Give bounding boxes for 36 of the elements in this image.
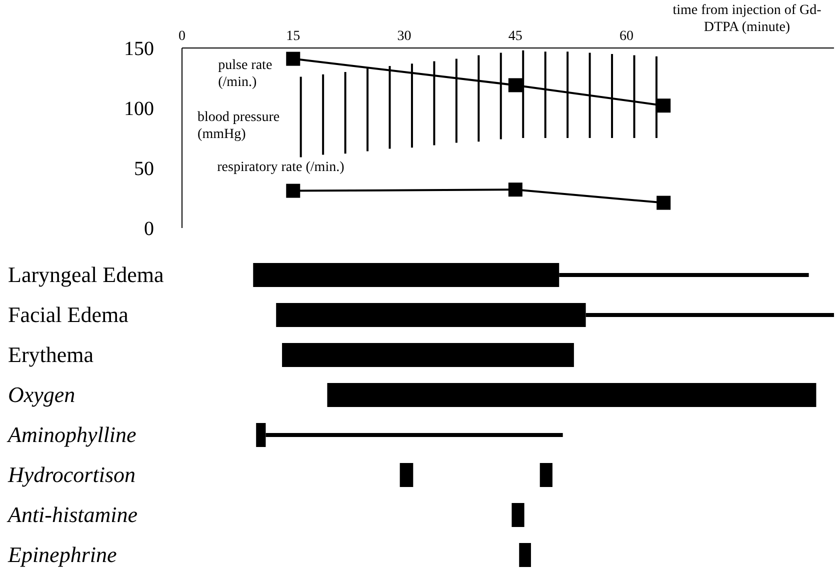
y-tick-label: Erythema [8, 342, 94, 367]
y-tick-label: Oxygen [8, 382, 76, 407]
y-tick-label: Laryngeal Edema [8, 262, 164, 287]
point [656, 196, 671, 210]
x-tick-label: 15 [286, 29, 300, 44]
series-label: blood pressure (mmHg) [198, 109, 281, 143]
x-tick-label: 30 [397, 29, 412, 44]
y-tick-label: 100 [124, 98, 154, 120]
point [508, 182, 522, 197]
x-tick-label: 45 [508, 29, 522, 44]
x-tick-label: 0 [178, 29, 186, 44]
x-tick-label: 60 [620, 29, 634, 44]
bar [327, 383, 816, 407]
bar [512, 503, 524, 527]
y-tick-label: 150 [124, 38, 154, 60]
point [286, 184, 300, 198]
y-tick-label: Aminophylline [6, 422, 137, 447]
bar [300, 76, 302, 158]
bar [519, 543, 531, 567]
bar [540, 463, 552, 487]
y-tick-label: Anti-histamine [6, 502, 138, 527]
y-tick-label: 50 [134, 158, 154, 180]
y-tick-label: Hydrocortison [7, 462, 136, 487]
bar [322, 74, 324, 155]
point [286, 52, 300, 66]
y-tick-label: 0 [144, 218, 154, 240]
y-tick-label: Epinephrine [7, 542, 117, 567]
bar [344, 72, 346, 154]
point [656, 98, 671, 113]
bar [400, 463, 414, 487]
series-label: respiratory rate (/min.) [217, 158, 346, 176]
y-tick-label: Facial Edema [8, 302, 129, 327]
x-axis-title: time from injection of Gd-DTPA (minute) [672, 2, 822, 36]
series-label: pulse rate (/min.) [218, 56, 274, 91]
point [508, 78, 522, 92]
bar [282, 343, 574, 367]
